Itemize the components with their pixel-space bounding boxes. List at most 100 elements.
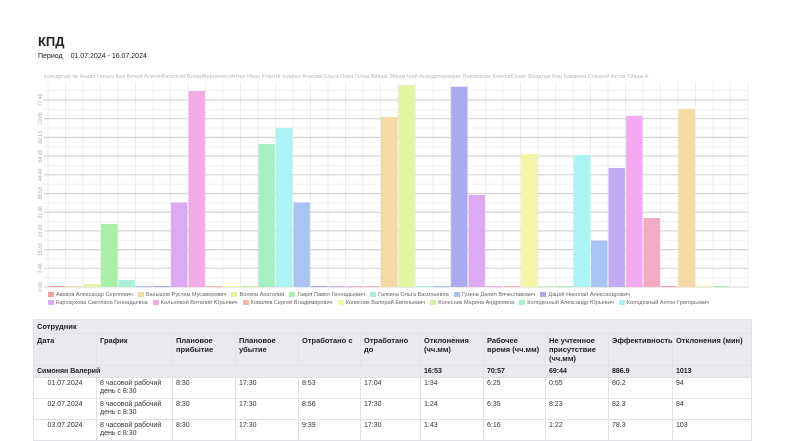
chart-category-labels: ксандртам № Анавл Генъга Бел Вечай Алего… xyxy=(44,74,649,80)
table-cell: 8 часовой рабочий день с 8:30 xyxy=(96,419,173,441)
bar xyxy=(136,286,153,287)
table-cell: 17:30 xyxy=(235,398,299,420)
bar xyxy=(451,86,468,287)
bar xyxy=(398,85,415,287)
table-cell: 78.3 xyxy=(608,419,673,441)
column-header[interactable]: Отработано с xyxy=(298,333,361,366)
legend-label: Аваков Александр Сергеевич xyxy=(56,292,133,298)
table-cell: 1:34 xyxy=(420,377,484,399)
table-cell: 8:53 xyxy=(298,377,361,399)
column-header[interactable]: Эффективность xyxy=(608,333,673,366)
column-header[interactable]: Рабочее время (чч.мм) xyxy=(483,333,546,366)
column-header[interactable]: Не учтенное присутствие (чч.мм) xyxy=(545,333,609,366)
employee-total: 886.9 xyxy=(608,365,673,378)
legend-item[interactable]: Кильневой Виталий Юрьевич xyxy=(152,299,238,307)
column-header[interactable]: График xyxy=(96,333,173,366)
y-tick-label: 0:00 xyxy=(38,282,44,292)
column-header[interactable]: Отработано до xyxy=(360,333,421,366)
bar xyxy=(696,286,713,287)
table-cell: 1:22 xyxy=(545,419,609,441)
report-table: Сотрудник Дата График Плановое прибытие Пла… xyxy=(33,319,752,441)
table-cell: 80.2 xyxy=(608,377,673,399)
legend-swatch xyxy=(137,291,144,297)
y-tick-label: 23:20 xyxy=(38,224,44,237)
bar xyxy=(293,202,310,287)
legend-item[interactable]: Гузеев Данил Вячеславович xyxy=(453,291,535,299)
legend-item[interactable]: Дацей Николай Александрович xyxy=(540,291,630,299)
legend-item[interactable]: Ковалев Сергей Владимирович xyxy=(242,299,333,307)
table-cell: 17:30 xyxy=(235,377,299,399)
bar xyxy=(101,224,118,287)
table-cell: 8 часовой рабочий день с 8:30 xyxy=(96,398,173,420)
table-cell: 1:43 xyxy=(420,419,484,441)
bar xyxy=(188,91,205,287)
table-cell: 6:16 xyxy=(483,419,546,441)
legend-item[interactable]: Колодезный Александр Юрьевич xyxy=(519,299,614,307)
bar xyxy=(363,286,380,287)
legend-item[interactable]: Галкина Ольга Васильевна xyxy=(370,291,449,299)
legend-label: Карнаухова Светлана Геннадьевна xyxy=(56,300,148,306)
table-cell: 02.07.2024 xyxy=(33,398,97,420)
y-tick-label: 54:26 xyxy=(38,150,44,163)
legend-item[interactable]: Аваков Александр Сергеевич xyxy=(48,291,133,299)
bar xyxy=(521,154,538,287)
legend-label: Галкина Ольга Васильевна xyxy=(378,292,449,298)
period-value: 01.07.2024 - 16.07.2024 xyxy=(70,53,147,60)
legend-label: Волков Анатолий xyxy=(239,292,285,298)
y-tick-label: 31:06 xyxy=(38,206,44,219)
table-cell: 8:30 xyxy=(172,398,236,420)
table-cell: 103 xyxy=(672,419,752,441)
bar xyxy=(223,286,240,287)
table-cell: 82.3 xyxy=(608,398,673,420)
bar xyxy=(678,109,695,287)
legend-item[interactable]: Бахышов Рустем Мусаверович xyxy=(137,291,226,299)
column-header[interactable]: Отклонения (мин) xyxy=(672,333,752,366)
y-tick-label: 38:53 xyxy=(38,187,44,200)
legend-item[interactable]: Волков Анатолий xyxy=(231,291,284,299)
bar xyxy=(608,167,625,287)
bar xyxy=(311,286,328,287)
legend-item[interactable]: Колесник Марина Андреевна xyxy=(430,299,514,307)
legend-item[interactable]: Гавря Павел Геннадьевич xyxy=(289,291,365,299)
bar xyxy=(346,286,363,287)
legend-swatch xyxy=(540,291,547,297)
legend-label: Колодезный Антон Григорьевич xyxy=(626,300,710,306)
group-header: Сотрудник xyxy=(33,319,752,334)
column-header[interactable]: Дата xyxy=(33,333,97,366)
bar xyxy=(573,154,590,287)
legend-swatch xyxy=(48,299,54,305)
table-row[interactable]: 02.07.2024 8 часовой рабочий день с 8:30 8… xyxy=(33,398,752,420)
employee-total: 70:57 xyxy=(483,365,546,378)
chart-legend: Аваков Александр Сергеевич Бахышов Рустем… xyxy=(48,291,748,307)
legend-item[interactable]: Колесник Валерий Евгеньевич xyxy=(337,299,425,307)
legend-label: Дацей Николай Александрович xyxy=(548,292,630,298)
table-cell: 0:55 xyxy=(545,377,609,399)
table-cell: 17:30 xyxy=(360,419,421,441)
table-cell: 9:39 xyxy=(298,419,361,441)
legend-item[interactable]: Колодезный Антон Григорьевич xyxy=(618,299,710,307)
legend-swatch xyxy=(242,299,249,305)
legend-label: Колодезный Александр Юрьевич xyxy=(527,300,614,306)
table-row[interactable]: 01.07.2024 8 часовой рабочий день с 8:30 8… xyxy=(33,377,752,399)
employee-total: 1013 xyxy=(672,365,752,378)
bar xyxy=(118,280,135,287)
legend-item[interactable]: Карнаухова Светлана Геннадьевна xyxy=(48,299,148,307)
legend-label: Ковалев Сергей Владимирович xyxy=(250,300,333,306)
bar xyxy=(66,286,83,287)
table-cell: 17:04 xyxy=(360,377,421,399)
table-row[interactable]: 03.07.2024 8 часовой рабочий день с 8:30 8… xyxy=(33,419,752,441)
y-tick-label: 46:40 xyxy=(38,168,44,181)
table-cell: 17:30 xyxy=(235,419,299,441)
bar xyxy=(591,240,608,287)
legend-swatch xyxy=(231,291,238,297)
bar xyxy=(643,217,660,287)
employee-name: Симонян Валерий xyxy=(33,365,421,378)
y-tick-label: 77:46 xyxy=(38,94,44,107)
column-header[interactable]: Плановое прибытие xyxy=(172,333,236,366)
bar xyxy=(276,127,293,287)
bar xyxy=(241,286,258,287)
legend-label: Гавря Павел Геннадьевич xyxy=(297,292,366,298)
column-header[interactable]: Плановое убытие xyxy=(235,333,299,366)
column-header[interactable]: Отклонения (чч.мм) xyxy=(420,333,484,366)
legend-swatch xyxy=(453,291,460,297)
